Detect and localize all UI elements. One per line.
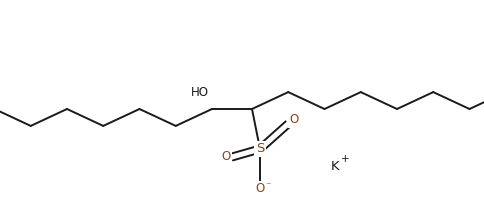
Text: HO: HO — [191, 86, 209, 99]
Text: O: O — [221, 150, 230, 164]
Text: K: K — [330, 161, 339, 173]
Text: O: O — [255, 182, 264, 196]
Text: S: S — [255, 143, 264, 155]
Text: ⁻: ⁻ — [265, 181, 270, 191]
Text: O: O — [289, 113, 298, 127]
Text: +: + — [340, 154, 348, 164]
